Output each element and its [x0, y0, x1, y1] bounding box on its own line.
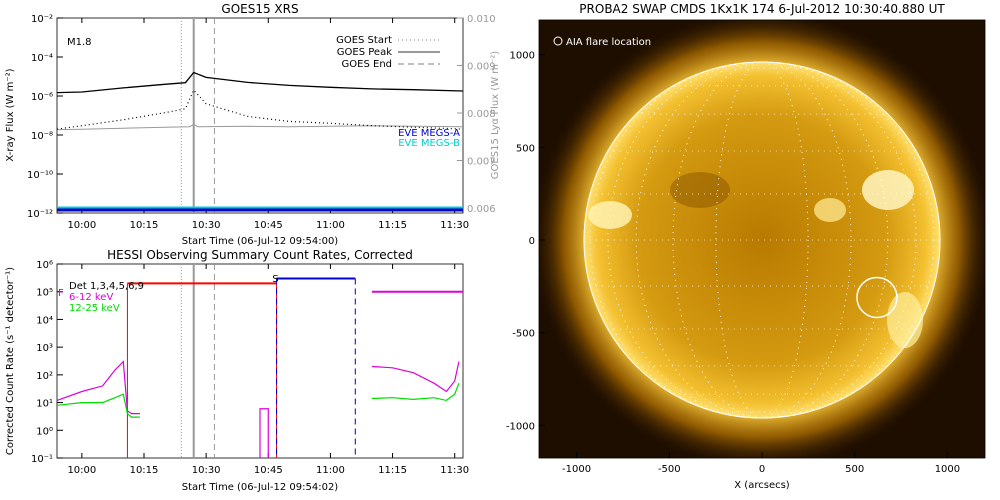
- hessi-xtick-label: 11:30: [440, 465, 469, 476]
- goes-ylabel-right: GOES15 Lyα Flux (W m⁻²): [490, 51, 501, 179]
- hessi-series-line: [56, 360, 140, 415]
- goes-legend-label: GOES End: [342, 59, 392, 70]
- goes-ytick-label: 10⁻¹²: [27, 209, 53, 220]
- eve-legend-label: EVE MEGS-B: [398, 138, 460, 149]
- swap-xtick-label: 500: [845, 464, 864, 475]
- swap-ytick-label: 1000: [510, 51, 535, 62]
- goes-ytick-label: 10⁻²: [31, 14, 53, 25]
- goes-y2tick-label: 0.008: [467, 109, 496, 120]
- aia-flare-legend-marker: [553, 36, 563, 46]
- active-region-limb: [887, 292, 923, 348]
- hessi-title: HESSI Observing Summary Count Rates, Cor…: [107, 248, 413, 262]
- grid-longitude: [672, 61, 852, 419]
- hessi-xtick-label: 11:00: [316, 465, 345, 476]
- hessi-legend-label: Det 1,3,4,5,6,9: [69, 281, 144, 292]
- goes-xtick-label: 11:00: [316, 220, 345, 231]
- hessi-ytick-label: 10³: [36, 343, 53, 354]
- goes-xtick-label: 10:15: [130, 220, 159, 231]
- swap-xlabel: X (arcsecs): [734, 480, 790, 491]
- goes-title: GOES15 XRS: [221, 2, 298, 16]
- hessi-panel: 10:00 10:15 10:30 10:45 11:00 11:15 11:30 10⁶ 10…: [5, 248, 469, 493]
- goes-xtick-label: 10:45: [254, 220, 283, 231]
- hessi-legend-label: 6-12 keV: [69, 292, 113, 303]
- goes-xrs-panel: 10:00 10:15 10:30 10:45 11:00 11:15 11:30 10⁻² 1…: [5, 2, 501, 247]
- goes-y2tick-label: 0.010: [467, 14, 496, 25]
- goes-legend-label: GOES Start: [336, 35, 392, 46]
- hessi-ytick-label: 10⁻¹: [31, 454, 53, 465]
- goes-y2tick-label: 0.007: [467, 157, 496, 168]
- goes-xtick-label: 11:15: [378, 220, 407, 231]
- hessi-ytick-label: 10⁰: [36, 426, 53, 437]
- goes-xtick-label: 11:30: [440, 220, 469, 231]
- goes-long-line: [56, 71, 464, 94]
- goes-xtick-label: 10:30: [192, 220, 221, 231]
- goes-y2tick-label: 0.009: [467, 62, 496, 73]
- hessi-flag-s: S: [272, 274, 278, 285]
- goes-ylabel: X-ray Flux (W m⁻²): [5, 68, 16, 161]
- goes-ytick-label: 10⁻⁶: [31, 92, 53, 103]
- active-region-west: [862, 170, 914, 210]
- hessi-ylabel: Corrected Count Rate (s⁻¹ detector⁻¹): [5, 267, 16, 455]
- hessi-xlabel: Start Time (06-Jul-12 09:54:02): [182, 482, 339, 493]
- eve-legend-label: EVE MEGS-A: [398, 128, 460, 139]
- swap-xtick-label: 0: [759, 464, 765, 475]
- hessi-xtick-label: 10:00: [67, 465, 96, 476]
- hessi-ytick-label: 10⁵: [36, 288, 53, 299]
- hessi-series-line: [56, 393, 140, 418]
- hessi-xtick-label: 10:45: [254, 465, 283, 476]
- swap-title: PROBA2 SWAP CMDS 1Kx1K 174 6-Jul-2012 10…: [579, 2, 945, 16]
- goes-xlabel: Start Time (06-Jul-12 09:54:00): [182, 236, 339, 247]
- swap-xtick-label: -1000: [562, 464, 591, 475]
- swap-ytick-label: -1000: [506, 421, 535, 432]
- goes-flare-class: M1.8: [67, 37, 92, 48]
- swap-ytick-label: -500: [512, 329, 535, 340]
- swap-ytick-label: 0: [529, 236, 535, 247]
- hessi-xtick-label: 10:30: [192, 465, 221, 476]
- goes-xtick-label: 10:00: [67, 220, 96, 231]
- goes-y2tick-label: 0.006: [467, 204, 496, 215]
- hessi-ytick-label: 10⁶: [36, 260, 53, 271]
- swap-xtick-label: 1000: [935, 464, 960, 475]
- hessi-xtick-label: 11:15: [378, 465, 407, 476]
- active-region-center-west: [814, 198, 846, 222]
- hessi-xtick-label: 10:15: [130, 465, 159, 476]
- goes-ytick-label: 10⁻¹⁰: [27, 170, 53, 181]
- hessi-ytick-label: 10⁴: [36, 315, 53, 326]
- swap-xtick-label: -500: [658, 464, 681, 475]
- solar-limb: [583, 61, 941, 419]
- hessi-series-line: [371, 382, 460, 402]
- swap-image-panel: AIA flare location PROBA2 SWAP CMDS 1Kx1…: [506, 2, 986, 491]
- hessi-ytick-label: 10¹: [36, 399, 53, 410]
- goes-ytick-label: 10⁻⁴: [31, 53, 53, 64]
- hessi-flag-f: F: [58, 288, 64, 299]
- solar-disk: [584, 62, 940, 418]
- hessi-ytick-label: 10²: [36, 371, 53, 382]
- hessi-legend-label: 12-25 keV: [69, 303, 120, 314]
- grid-longitude: [589, 61, 935, 419]
- hessi-series-line: [371, 361, 460, 393]
- aia-flare-circle: [856, 276, 898, 319]
- aia-flare-legend: AIA flare location: [566, 37, 651, 48]
- grid-longitude: [607, 61, 917, 419]
- active-region-east: [588, 201, 632, 229]
- swap-ytick-label: 500: [516, 143, 535, 154]
- goes-short-line: [56, 89, 464, 130]
- goes-legend-label: GOES Peak: [337, 47, 392, 58]
- goes-ytick-label: 10⁻⁸: [31, 131, 53, 142]
- coronal-hole: [670, 172, 730, 208]
- hessi-blip: [259, 408, 269, 458]
- goes-lya-line: [56, 123, 464, 131]
- goes-plot-frame: [56, 17, 464, 214]
